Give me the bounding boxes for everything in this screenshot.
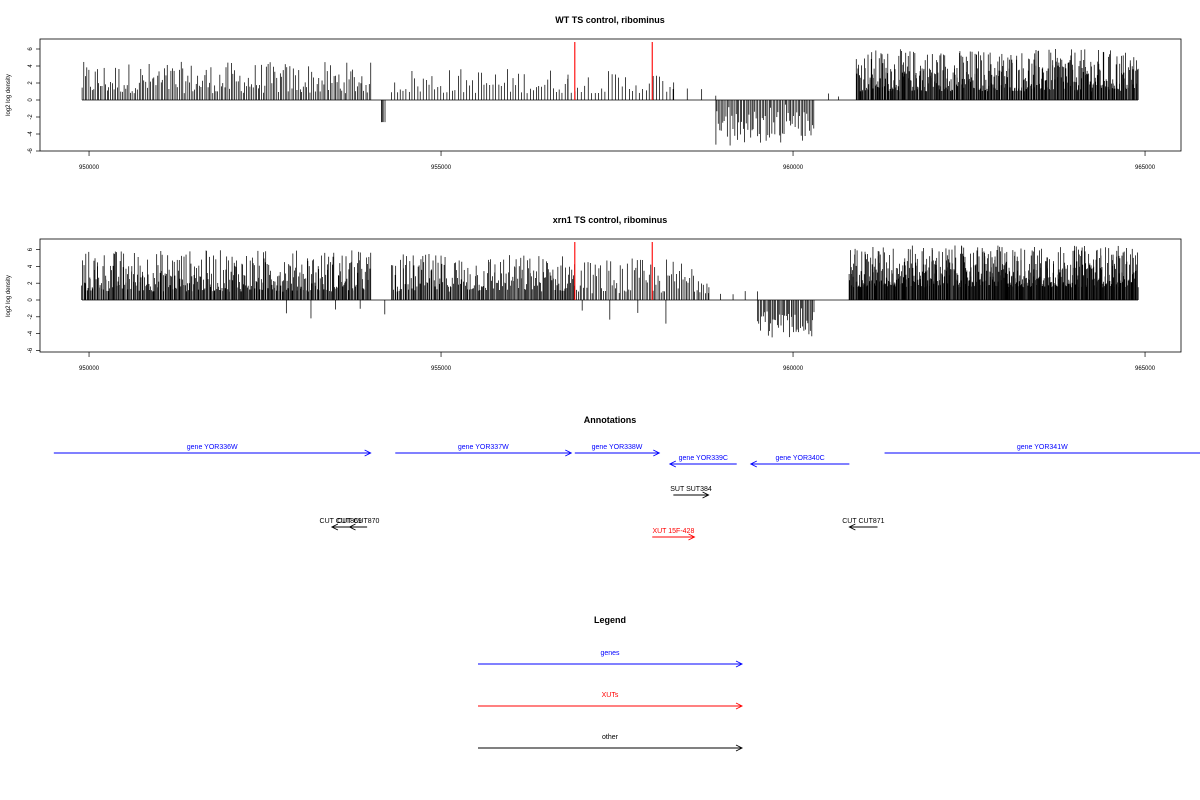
y-tick-label: 0	[28, 298, 34, 302]
y-tick-label: 6	[28, 247, 34, 251]
feature-arrowhead	[653, 449, 661, 457]
y-tick-label: -6	[28, 347, 34, 353]
legend-label: XUTs	[602, 692, 619, 699]
legend-title: Legend	[594, 615, 626, 625]
feature-arrowhead	[565, 449, 573, 457]
y-tick-label: 2	[28, 81, 34, 85]
legend-label: other	[602, 734, 619, 741]
legend-arrowhead	[735, 744, 744, 752]
y-tick-label: 6	[28, 47, 34, 51]
feature-label: CUT CUT870	[337, 518, 379, 525]
feature-label: SUT SUT384	[670, 486, 712, 493]
feature-label: gene YOR338W	[592, 444, 643, 451]
x-tick-label: 960000	[783, 165, 804, 171]
y-axis: -6 -4 -2 0 2 4 6	[28, 47, 40, 154]
chart-title: xrn1 TS control, ribominus	[553, 215, 668, 225]
x-tick-label: 950000	[79, 366, 100, 372]
plot-frame	[39, 238, 1182, 353]
x-tick-label: 965000	[1135, 165, 1156, 171]
legend: Legend genes XUTs other	[478, 615, 744, 752]
feature-label: gene YOR340C	[775, 455, 824, 462]
bars	[81, 42, 1139, 146]
y-axis: -6 -4 -2 0 2 4 6	[28, 247, 40, 353]
track-xrn1: xrn1 TS control, ribominus log2 log dens…	[6, 215, 1182, 372]
x-tick-label: 950000	[79, 165, 100, 171]
feature-label: XUT 15F-428	[652, 528, 694, 535]
y-tick-label: 4	[28, 64, 34, 68]
legend-items: genes XUTs other	[478, 650, 744, 752]
x-axis: 950000 955000 960000 965000	[79, 352, 1156, 372]
annotations-title: Annotations	[584, 415, 637, 425]
annotation-features: gene YOR336W gene YOR337W gene YOR338W gene…	[53, 444, 1200, 541]
annotations-track: Annotations gene YOR336W gene YOR337W gene…	[53, 415, 1200, 541]
feature-arrowhead	[702, 491, 710, 499]
feature-label: gene YOR337W	[458, 444, 509, 451]
y-axis-label: log2 log density	[6, 74, 12, 116]
feature-arrowhead	[330, 523, 339, 531]
legend-arrowhead	[735, 702, 744, 710]
feature-arrowhead	[848, 523, 856, 531]
x-axis: 950000 955000 960000 965000	[79, 151, 1156, 171]
x-tick-label: 965000	[1135, 366, 1156, 372]
y-tick-label: 4	[28, 264, 34, 268]
y-tick-label: -2	[28, 114, 34, 120]
y-tick-label: -2	[28, 313, 34, 319]
feature-label: gene YOR341W	[1017, 444, 1068, 451]
x-tick-label: 960000	[783, 366, 804, 372]
y-tick-label: -4	[28, 330, 34, 336]
feature-label: CUT CUT869	[320, 518, 362, 525]
plot-frame	[39, 38, 1182, 152]
feature-arrowhead	[668, 460, 677, 468]
y-tick-label: 0	[28, 98, 34, 102]
track-wt: WT TS control, ribominus log2 log densit…	[6, 15, 1182, 171]
feature-arrowhead	[688, 533, 696, 541]
chart-title: WT TS control, ribominus	[555, 15, 665, 25]
feature-label: CUT CUT871	[842, 518, 884, 525]
feature-arrowhead	[348, 523, 356, 531]
bars	[81, 242, 1139, 338]
y-tick-label: 2	[28, 281, 34, 285]
feature-arrowhead	[364, 449, 372, 457]
legend-label: genes	[600, 650, 620, 657]
feature-label: gene YOR339C	[679, 455, 728, 462]
y-tick-label: -4	[28, 131, 34, 137]
legend-arrowhead	[735, 660, 744, 668]
y-axis-label: log2 log density	[6, 275, 12, 317]
feature-arrowhead	[749, 460, 758, 468]
x-tick-label: 955000	[431, 165, 452, 171]
x-tick-label: 955000	[431, 366, 452, 372]
feature-label: gene YOR336W	[187, 444, 238, 451]
y-tick-label: -6	[28, 148, 34, 154]
